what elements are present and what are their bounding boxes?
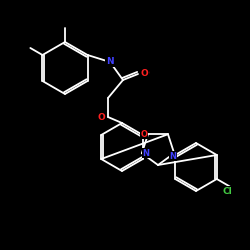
- Text: N: N: [170, 152, 177, 161]
- Text: O: O: [97, 112, 105, 122]
- Text: Cl: Cl: [223, 187, 233, 196]
- Text: N: N: [106, 58, 114, 66]
- Text: O: O: [140, 68, 148, 78]
- Text: O: O: [140, 130, 147, 139]
- Text: N: N: [142, 149, 149, 158]
- Text: O: O: [142, 70, 150, 78]
